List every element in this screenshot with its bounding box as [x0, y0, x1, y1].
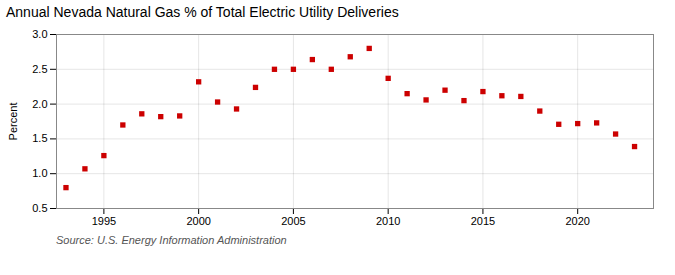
svg-text:1995: 1995 — [92, 215, 116, 227]
svg-text:2.0: 2.0 — [32, 98, 47, 110]
html-text:Source: U.S. Energy Informatio: Source: U.S. Energy Information Administ… — [56, 234, 287, 246]
svg-text:Percent: Percent — [7, 103, 19, 141]
svg-text:1.0: 1.0 — [32, 167, 47, 179]
svg-text:2.5: 2.5 — [32, 63, 47, 75]
svg-text:0.5: 0.5 — [32, 202, 47, 214]
svg-text:2005: 2005 — [281, 215, 305, 227]
svg-text:2015: 2015 — [471, 215, 495, 227]
svg-text:1.5: 1.5 — [32, 132, 47, 144]
html-text:Annual Nevada Natural Gas % of: Annual Nevada Natural Gas % of Total Ele… — [6, 4, 399, 20]
svg-text:3.0: 3.0 — [32, 28, 47, 40]
svg-text:2000: 2000 — [186, 215, 210, 227]
svg-text:2020: 2020 — [565, 215, 589, 227]
svg-text:2010: 2010 — [376, 215, 400, 227]
